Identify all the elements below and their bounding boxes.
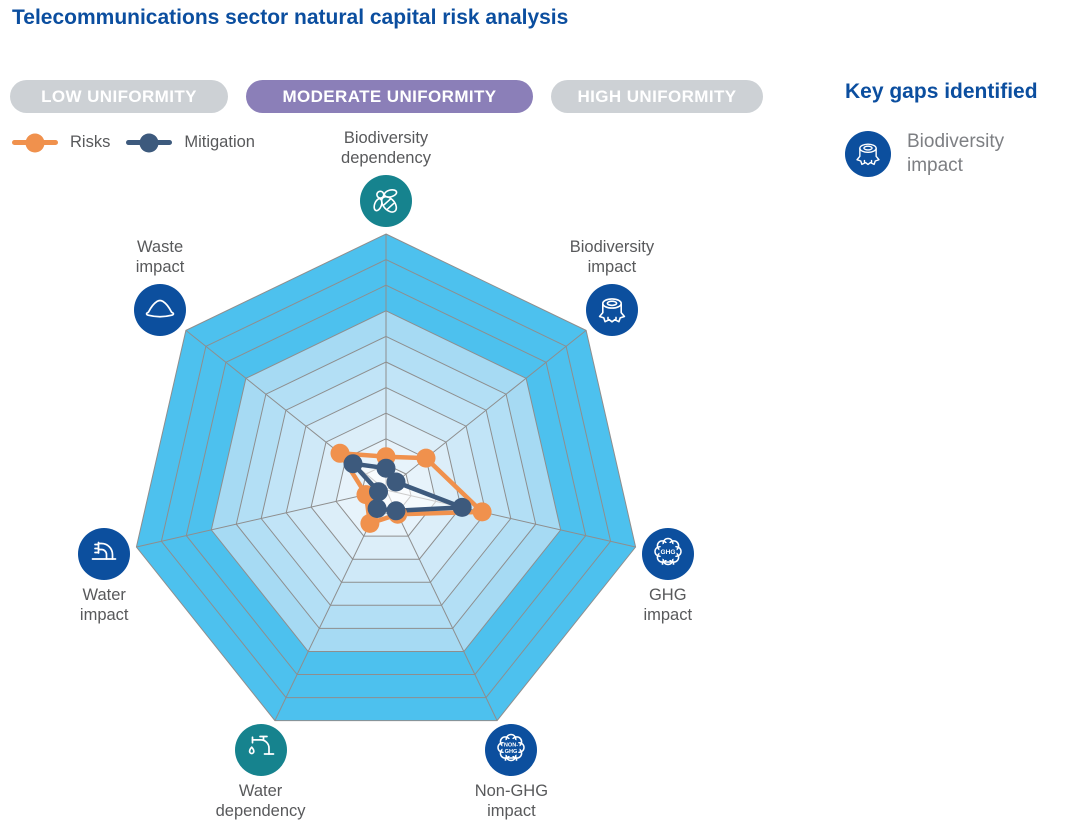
radar-spoke — [385, 489, 498, 721]
tree-stump-icon — [845, 130, 891, 177]
uniformity-tabs: LOW UNIFORMITY MODERATE UNIFORMITY HIGH … — [10, 80, 763, 113]
ghg-cloud-icon: GHG — [641, 528, 694, 581]
axis-label-water-dependency: Water dependency — [215, 782, 306, 821]
data-point-mitigation — [367, 499, 387, 518]
data-point-risks — [472, 502, 492, 522]
radar-spoke — [136, 489, 387, 548]
non-ghg-cloud-icon: NON- GHG — [485, 724, 538, 777]
page-title: Telecommunications sector natural capita… — [12, 6, 569, 29]
tab-moderate-uniformity[interactable]: MODERATE UNIFORMITY — [246, 80, 533, 113]
data-point-risks — [360, 513, 380, 533]
risks-marker-icon — [12, 133, 58, 152]
data-point-mitigation — [376, 458, 396, 478]
water-discharge-icon — [78, 528, 131, 581]
axis-label-biodiversity-dependency: Biodiversity dependency — [341, 129, 431, 167]
mitigation-marker-icon — [126, 133, 173, 152]
key-gaps-heading: Key gaps identified — [845, 80, 1038, 103]
data-point-risks — [330, 443, 350, 463]
axis-label-waste-impact: Waste impact — [135, 237, 185, 276]
waste-pile-icon — [134, 283, 187, 336]
faucet-icon — [234, 724, 287, 777]
data-point-risks — [416, 448, 436, 468]
bee-icon — [360, 175, 412, 227]
axis-label-biodiversity-impact: Biodiversity impact — [569, 237, 655, 276]
legend-label-risks: Risks — [70, 133, 111, 151]
svg-text:GHG: GHG — [660, 549, 675, 556]
key-gap-label: Biodiversity impact — [907, 131, 1005, 176]
data-point-mitigation — [452, 497, 472, 517]
svg-text:NON-: NON- — [504, 743, 518, 749]
tree-stump-icon — [585, 283, 638, 336]
data-point-mitigation — [369, 482, 388, 502]
tab-low-uniformity[interactable]: LOW UNIFORMITY — [10, 80, 228, 113]
data-point-mitigation — [386, 501, 406, 521]
svg-text:GHG: GHG — [505, 749, 518, 755]
legend-label-mitigation: Mitigation — [184, 133, 255, 151]
axis-label-ghg-impact: GHG impact — [643, 586, 693, 625]
data-point-mitigation — [343, 454, 363, 474]
data-point-mitigation — [386, 472, 406, 492]
axis-label-non-ghg-impact: Non-GHG impact — [474, 782, 549, 821]
chart-legend: Risks Mitigation — [12, 133, 255, 152]
axis-label-water-impact: Water impact — [79, 586, 129, 625]
legend-item-mitigation: Mitigation — [126, 133, 255, 152]
tab-high-uniformity[interactable]: HIGH UNIFORMITY — [551, 80, 763, 113]
legend-item-risks: Risks — [12, 133, 110, 152]
key-gaps-panel: Key gaps identified Biodiversity impact — [845, 80, 1077, 178]
key-gap-item: Biodiversity impact — [845, 130, 1077, 178]
